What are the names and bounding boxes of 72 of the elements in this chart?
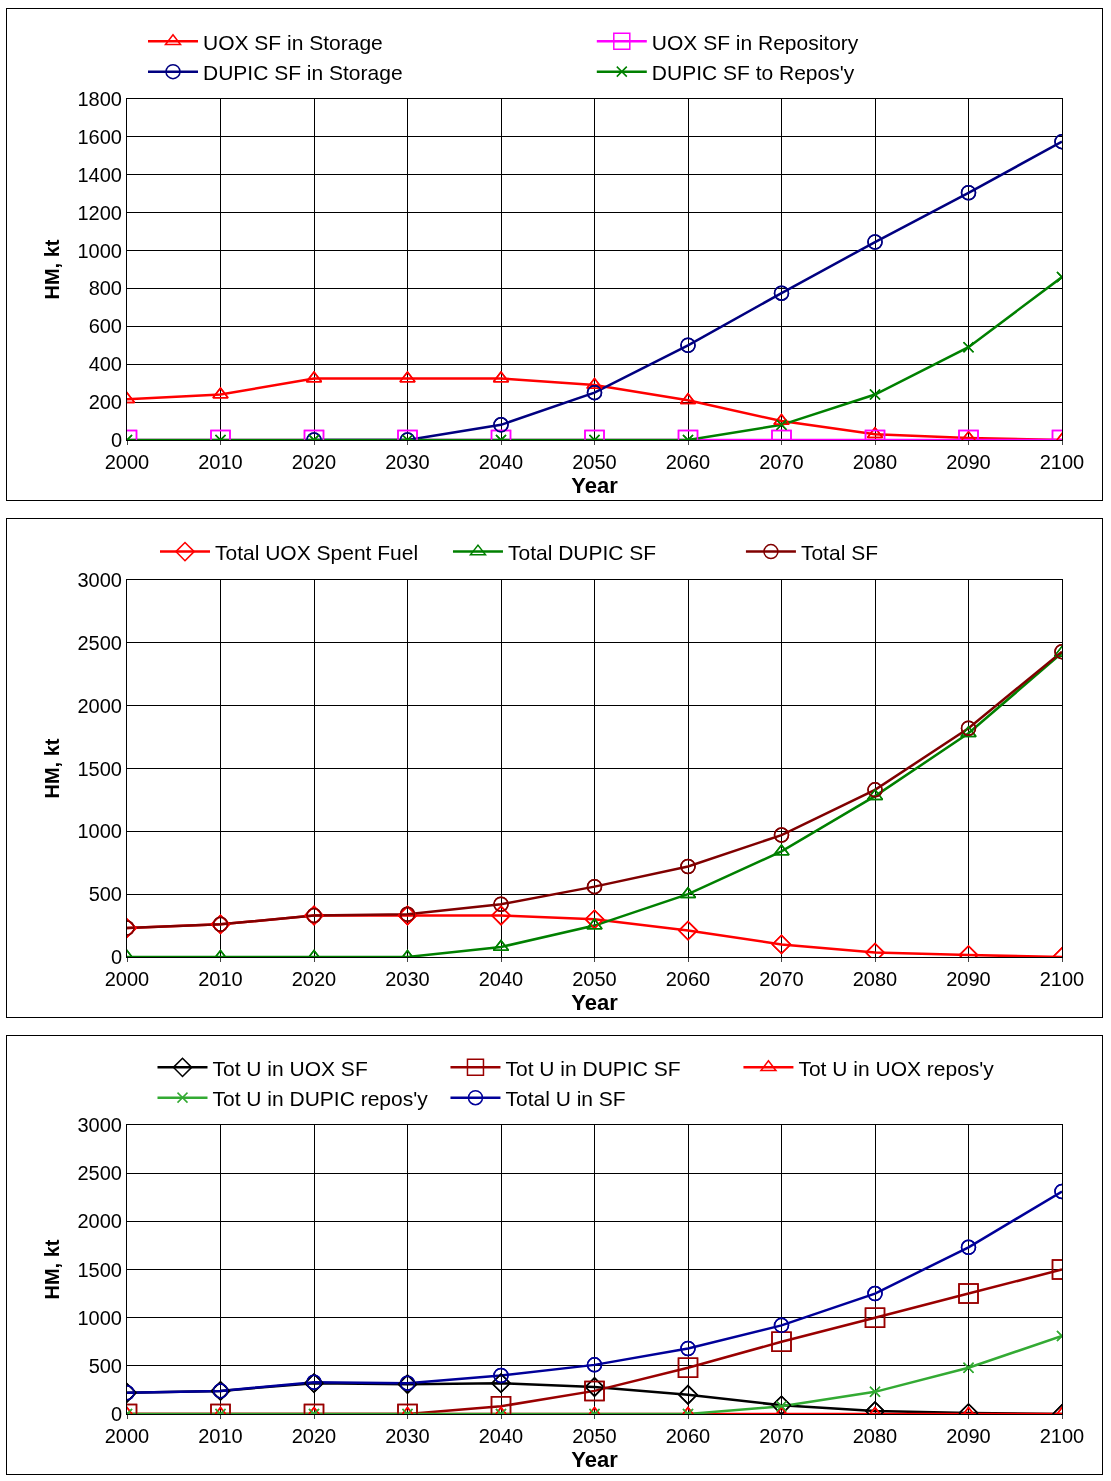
x-tick-label: 2060 [665, 451, 711, 473]
x-axis-title: Year [571, 1447, 619, 1472]
x-tick-label: 2100 [1039, 1425, 1085, 1447]
y-tick-label: 2000 [77, 1210, 122, 1233]
y-tick-label: 1600 [77, 125, 122, 148]
y-axis-title: HM, kt [41, 1239, 63, 1300]
x-tick-label: 2100 [1039, 968, 1085, 990]
x-tick-label: 2020 [291, 1425, 337, 1447]
x-tick-label: 2090 [946, 1425, 991, 1447]
x-tick-label: 2010 [198, 968, 243, 990]
x-tick-label: 2030 [385, 451, 430, 473]
x-tick-label: 2040 [478, 1425, 524, 1447]
x-tick-label: 2030 [385, 1425, 430, 1447]
y-tick-label: 1000 [77, 820, 122, 843]
legend-label: Total UOX Spent Fuel [215, 540, 419, 564]
legend-label: Total SF [800, 540, 878, 564]
legend-label: Total DUPIC SF [507, 540, 657, 564]
legend-label: DUPIC SF in Storage [203, 60, 403, 84]
x-tick-label: 2060 [665, 1425, 711, 1447]
x-tick-label: 2050 [572, 1425, 617, 1447]
x-tick-label: 2100 [1039, 451, 1085, 473]
x-tick-label: 2050 [572, 451, 617, 473]
legend-label: UOX SF in Repository [651, 30, 859, 54]
y-tick-label: 0 [110, 1403, 122, 1425]
x-tick-label: 2020 [291, 451, 337, 473]
y-tick-label: 3000 [77, 569, 122, 591]
y-tick-label: 800 [88, 277, 122, 300]
y-tick-label: 500 [88, 883, 122, 906]
legend-label: Tot U in UOX repos'y [798, 1056, 995, 1080]
legend-label: DUPIC SF to Repos'y [651, 60, 855, 84]
y-tick-label: 3000 [77, 1114, 122, 1136]
legend-label: Tot U in DUPIC SF [505, 1056, 681, 1080]
y-tick-label: 1800 [77, 88, 122, 110]
x-tick-label: 2080 [852, 968, 898, 990]
x-axis-title: Year [571, 473, 619, 498]
y-tick-label: 600 [88, 315, 122, 338]
x-tick-label: 2010 [198, 1425, 243, 1447]
y-tick-label: 1000 [77, 239, 122, 262]
x-tick-label: 2080 [852, 451, 898, 473]
y-tick-label: 0 [110, 946, 122, 968]
y-tick-label: 0 [110, 429, 122, 451]
x-tick-label: 2050 [572, 968, 617, 990]
legend-label: Total U in SF [505, 1086, 626, 1110]
x-tick-label: 2080 [852, 1425, 898, 1447]
y-tick-label: 2000 [77, 694, 122, 717]
y-tick-label: 2500 [77, 1162, 122, 1185]
x-tick-label: 2070 [759, 1425, 804, 1447]
y-tick-label: 500 [88, 1354, 122, 1377]
legend-label: Tot U in UOX SF [212, 1056, 368, 1080]
x-tick-label: 2070 [759, 968, 804, 990]
y-tick-label: 1000 [77, 1306, 122, 1329]
x-tick-label: 2040 [478, 451, 524, 473]
y-tick-label: 1500 [77, 1258, 122, 1281]
x-tick-label: 2040 [478, 968, 524, 990]
y-tick-label: 400 [88, 353, 122, 376]
x-axis-title: Year [571, 990, 619, 1015]
x-tick-label: 2030 [385, 968, 430, 990]
y-tick-label: 1200 [77, 201, 122, 224]
x-tick-label: 2070 [759, 451, 804, 473]
y-tick-label: 2500 [77, 631, 122, 654]
y-tick-label: 1500 [77, 757, 122, 780]
legend-label: UOX SF in Storage [203, 30, 383, 54]
y-axis-title: HM, kt [41, 239, 63, 300]
x-tick-label: 2020 [291, 968, 337, 990]
x-tick-label: 2090 [946, 968, 991, 990]
legend-label: Tot U in DUPIC repos'y [212, 1086, 429, 1110]
x-tick-label: 2010 [198, 451, 243, 473]
y-axis-title: HM, kt [41, 738, 63, 799]
x-tick-label: 2060 [665, 968, 711, 990]
y-tick-label: 1400 [77, 163, 122, 186]
x-tick-label: 2090 [946, 451, 991, 473]
y-tick-label: 200 [88, 391, 122, 414]
